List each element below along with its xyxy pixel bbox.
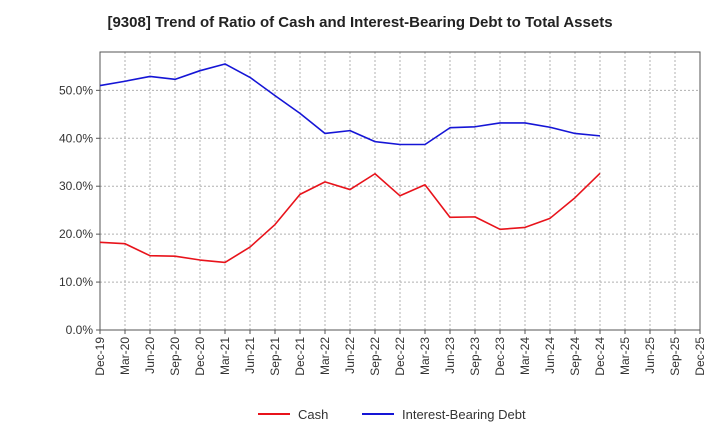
x-tick-label: Mar-25 [618, 337, 632, 375]
grid-lines [99, 52, 701, 330]
x-tick-label: Dec-23 [493, 337, 507, 376]
x-tick-label: Jun-24 [543, 337, 557, 374]
x-tick-label: Dec-22 [393, 337, 407, 376]
x-tick-label: Sep-24 [568, 337, 582, 376]
y-tick-label: 30.0% [59, 179, 93, 193]
x-tick-label: Dec-21 [293, 337, 307, 376]
x-tick-label: Sep-21 [268, 337, 282, 376]
x-tick-label: Dec-20 [193, 337, 207, 376]
x-tick-label: Jun-25 [643, 337, 657, 374]
x-tick-label: Sep-20 [168, 337, 182, 376]
x-tick-label: Sep-23 [468, 337, 482, 376]
axes: 0.0% 10.0% 20.0% 30.0% 40.0% 50.0% Dec-19 Mar-2… [59, 51, 707, 376]
series-lines [99, 63, 601, 264]
chart-title: [9308] Trend of Ratio of Cash and Intere… [107, 14, 613, 31]
x-tick-label: Jun-20 [143, 337, 157, 374]
x-tick-label: Dec-19 [93, 337, 107, 376]
y-tick-label: 10.0% [59, 275, 93, 289]
x-tick-label: Jun-23 [443, 337, 457, 374]
x-tick-label: Jun-22 [343, 337, 357, 374]
x-tick-label: Mar-24 [518, 337, 532, 375]
x-tick-label: Mar-21 [218, 337, 232, 375]
x-tick-label: Sep-22 [368, 337, 382, 376]
series-line-interest-bearing-debt [99, 63, 601, 146]
y-tick-label: 40.0% [59, 131, 93, 145]
y-tick-label: 0.0% [66, 323, 94, 337]
x-tick-label: Mar-23 [418, 337, 432, 375]
legend-label-cash: Cash [298, 407, 328, 422]
x-tick-label: Dec-24 [593, 337, 607, 376]
legend-label-interest-bearing-debt: Interest-Bearing Debt [402, 407, 526, 422]
y-tick-label: 20.0% [59, 227, 93, 241]
x-tick-label: Mar-20 [118, 337, 132, 375]
y-tick-label: 50.0% [59, 83, 93, 97]
x-tick-label: Jun-21 [243, 337, 257, 374]
series-line-cash [99, 172, 601, 264]
legend: Cash Interest-Bearing Debt [258, 407, 526, 422]
x-tick-label: Mar-22 [318, 337, 332, 375]
x-tick-label: Dec-25 [693, 337, 707, 376]
x-tick-label: Sep-25 [668, 337, 682, 376]
